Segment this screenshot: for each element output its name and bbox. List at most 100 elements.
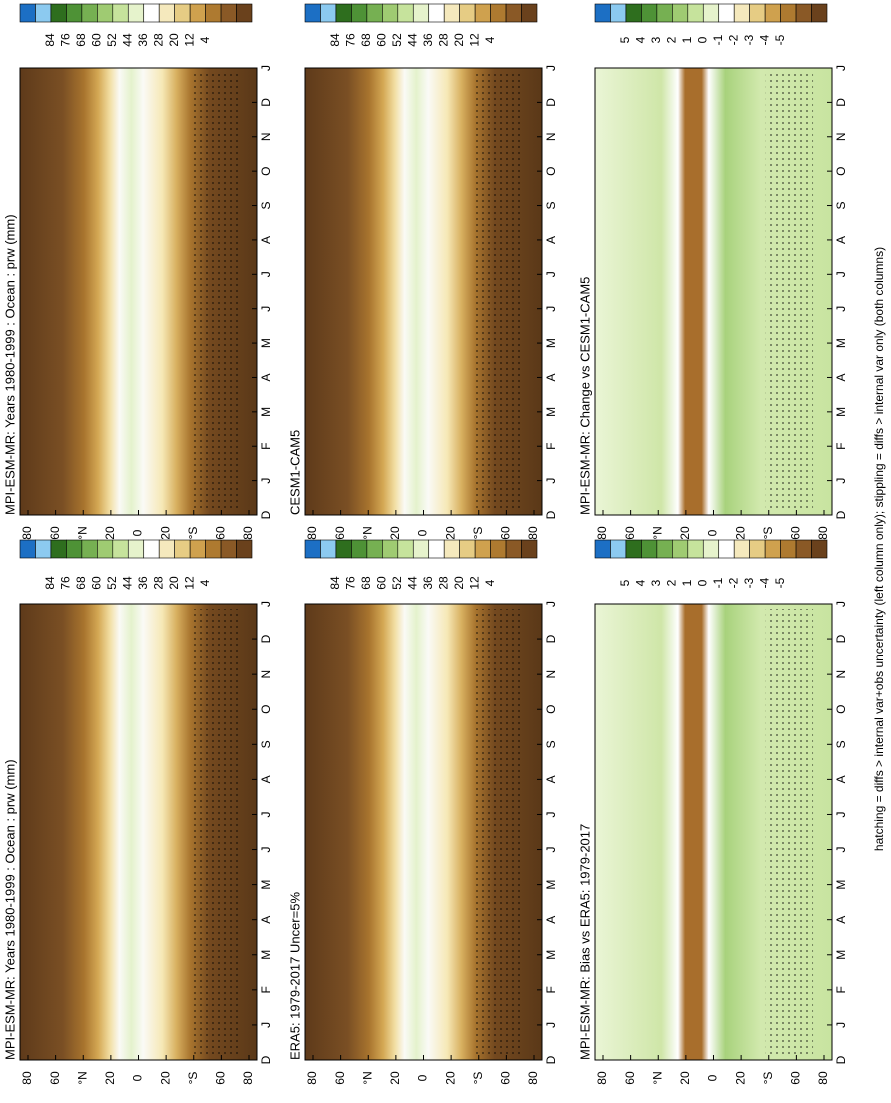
colorbar-box: [474, 539, 491, 559]
lat-label: °S: [186, 527, 200, 540]
month-label: M: [834, 950, 848, 960]
lat-label: 80: [595, 526, 609, 540]
colorbar-label: 20: [167, 576, 181, 590]
lat-label: 0: [706, 529, 720, 536]
lat-label: 80: [20, 526, 34, 540]
colorbar-box: [50, 539, 67, 559]
colorbar-box: [625, 3, 642, 23]
lat-label: 80: [816, 1071, 830, 1085]
colorbar-box: [702, 3, 720, 23]
colorbar-label: 4: [483, 579, 497, 586]
colorbar-label: 68: [359, 576, 373, 590]
colorbar-label: 36: [136, 33, 150, 47]
lat-label: 60: [48, 526, 62, 540]
month-label: D: [834, 1055, 848, 1064]
colorbar-label: -1: [711, 577, 725, 588]
month-label: D: [259, 634, 273, 643]
month-label: J: [259, 847, 273, 853]
lat-label: 60: [789, 1071, 803, 1085]
colorbar-box: [641, 3, 658, 23]
colorbar-label: 52: [105, 576, 119, 590]
colorbar-box: [366, 539, 383, 559]
colorbar-label: 76: [344, 33, 358, 47]
colorbar-box: [97, 539, 114, 559]
month-label: O: [544, 166, 558, 175]
colorbar-box: [490, 539, 507, 559]
colorbar-label: 12: [182, 576, 196, 590]
month-label: F: [544, 443, 558, 450]
colorbar-label: -2: [726, 577, 740, 588]
colorbar-label: 1: [680, 36, 694, 43]
colorbar-box: [189, 3, 206, 23]
lat-label: 80: [305, 526, 319, 540]
colorbar-label: 44: [120, 33, 134, 47]
colorbar-box: [335, 3, 352, 23]
colorbar-box: [304, 3, 321, 23]
month-label: A: [259, 236, 273, 244]
lat-label: 60: [48, 1071, 62, 1085]
colorbar-box: [780, 3, 797, 23]
lat-label: 0: [416, 1074, 430, 1081]
colorbar-box: [174, 3, 191, 23]
month-label: A: [259, 916, 273, 924]
month-label: J: [544, 306, 558, 312]
lat-label: 0: [131, 1074, 145, 1081]
lat-label: 60: [623, 526, 637, 540]
lat-label: 20: [103, 526, 117, 540]
colorbar-label: 36: [421, 33, 435, 47]
month-label: A: [834, 236, 848, 244]
lat-label: 20: [678, 1071, 692, 1085]
colorbar-box: [459, 3, 476, 23]
month-label: J: [544, 1022, 558, 1028]
colorbar-box: [718, 3, 735, 23]
month-label: A: [834, 916, 848, 924]
month-label: J: [544, 478, 558, 484]
month-label: O: [834, 705, 848, 714]
colorbar-label: -4: [757, 577, 771, 588]
colorbar-label: 52: [390, 576, 404, 590]
colorbar-label: 60: [90, 33, 104, 47]
colorbar-label: 12: [467, 576, 481, 590]
month-label: A: [544, 775, 558, 783]
month-label: M: [259, 950, 273, 960]
month-label: O: [259, 705, 273, 714]
lat-label: 80: [241, 526, 255, 540]
colorbar-box: [127, 3, 145, 23]
lat-label: °S: [761, 1072, 775, 1085]
colorbar-box: [143, 3, 160, 23]
colorbar-box: [127, 539, 145, 559]
month-label: M: [544, 880, 558, 890]
month-label: O: [834, 166, 848, 175]
colorbar-box: [220, 3, 237, 23]
colorbar-box: [811, 3, 828, 23]
lat-label: 20: [158, 526, 172, 540]
colorbar-label: 68: [359, 33, 373, 47]
colorbar-label: 28: [151, 33, 165, 47]
colorbar-label: 84: [43, 33, 57, 47]
month-label: S: [259, 202, 273, 210]
lat-label: 20: [388, 526, 402, 540]
colorbar-box: [505, 3, 522, 23]
month-label: J: [834, 306, 848, 312]
colorbar-box: [795, 539, 812, 559]
colorbar-box: [205, 539, 222, 559]
month-label: D: [544, 510, 558, 519]
month-label: D: [544, 1055, 558, 1064]
month-label: F: [259, 443, 273, 450]
colorbar-label: 28: [436, 33, 450, 47]
colorbar-box: [304, 539, 321, 559]
lat-label: 0: [706, 1074, 720, 1081]
month-label: A: [259, 775, 273, 783]
colorbar-label: -1: [711, 34, 725, 45]
colorbar-box: [351, 3, 368, 23]
colorbar-box: [320, 539, 337, 559]
month-label: J: [834, 811, 848, 817]
colorbar-box: [320, 3, 337, 23]
colorbar-label: 44: [405, 576, 419, 590]
month-label: J: [259, 478, 273, 484]
lat-label: 80: [526, 1071, 540, 1085]
month-label: J: [259, 65, 273, 71]
month-label: A: [544, 373, 558, 381]
month-label: D: [259, 98, 273, 107]
